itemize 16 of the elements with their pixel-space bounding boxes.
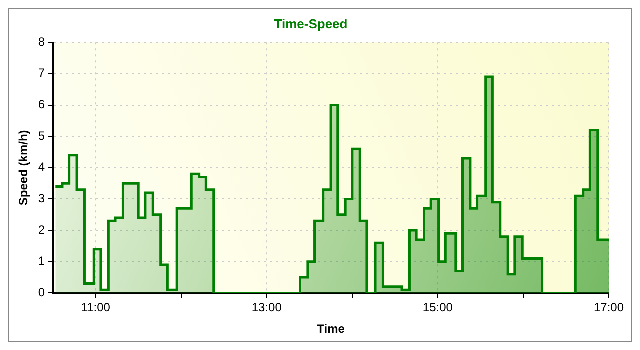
y-tick-label: 2 (38, 222, 46, 237)
y-tick-label: 6 (38, 98, 46, 112)
y-axis-title: Speed (km/h) (16, 130, 31, 206)
x-tick-label: 11:00 (81, 300, 111, 315)
chart-title: Time-Speed (274, 16, 348, 32)
y-tick-label: 8 (38, 34, 46, 49)
y-tick-label: 3 (38, 192, 46, 206)
x-tick-label: 15:00 (422, 300, 454, 315)
x-axis-title: Time (317, 322, 346, 336)
y-tick-label: 1 (38, 254, 46, 268)
y-tick-label: 7 (38, 66, 46, 80)
y-tick-label: 4 (38, 160, 46, 174)
y-tick-label: 5 (38, 128, 46, 143)
x-tick-label: 13:00 (252, 300, 282, 315)
y-tick-label: 0 (38, 286, 46, 300)
x-tick-label: 17:00 (594, 300, 624, 315)
